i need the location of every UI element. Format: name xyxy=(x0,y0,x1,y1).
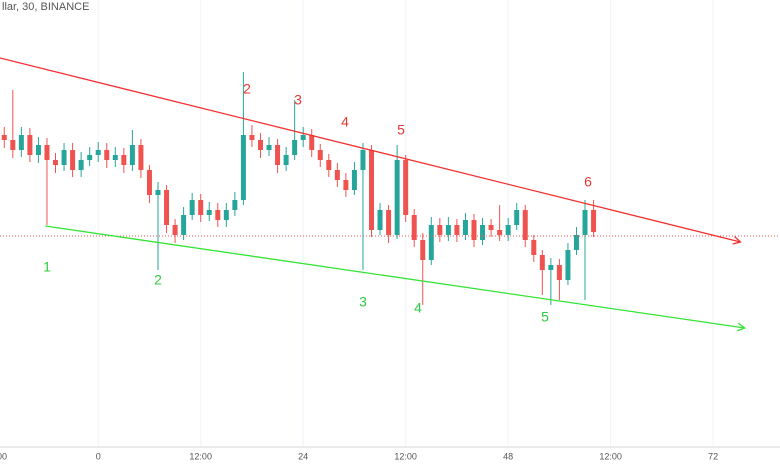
candle-body xyxy=(428,225,434,260)
candle-body xyxy=(514,210,520,225)
candle-body xyxy=(215,210,221,220)
trend-line xyxy=(45,225,745,329)
trend-line xyxy=(0,57,741,243)
candle-body xyxy=(309,135,315,150)
wave-label: 6 xyxy=(584,174,592,190)
candle-body xyxy=(591,210,597,232)
candle-body xyxy=(471,220,477,240)
candle-body xyxy=(112,155,118,160)
wave-label: 2 xyxy=(154,272,162,288)
candle-body xyxy=(70,150,76,170)
candle-body xyxy=(87,155,93,160)
candle-body xyxy=(539,255,545,270)
candle-body xyxy=(155,190,161,195)
wave-label: 3 xyxy=(294,92,302,108)
plot: 2 3 4 5 6 1 2 3 4 5 xyxy=(0,57,780,332)
candle-body xyxy=(232,200,238,210)
candle-body xyxy=(326,160,332,170)
candle-body xyxy=(445,225,451,235)
x-tick-label: 24 xyxy=(298,451,308,461)
grid xyxy=(97,0,714,447)
x-axis: 12:00 0 12:00 24 12:00 48 12:00 72 xyxy=(0,451,718,461)
candle-body xyxy=(283,155,289,165)
candle-body xyxy=(27,135,33,155)
candle-body xyxy=(377,210,383,230)
candle-body xyxy=(275,145,281,165)
candle-body xyxy=(403,160,409,215)
candle-body xyxy=(240,135,246,200)
candle-body xyxy=(497,230,503,235)
candle-body xyxy=(369,150,375,230)
candle-body xyxy=(548,265,554,270)
candle-body xyxy=(181,215,187,235)
candle-body xyxy=(104,150,110,160)
candle-body xyxy=(249,135,255,140)
candle-body xyxy=(1,135,7,140)
candle-body xyxy=(95,150,101,155)
candle-body xyxy=(360,150,366,170)
candle-body xyxy=(386,210,392,235)
wave-label: 5 xyxy=(397,122,405,138)
x-tick-label: 12:00 xyxy=(599,451,622,461)
x-tick-label: 72 xyxy=(708,451,718,461)
candle-body xyxy=(53,160,59,165)
trend-arrow xyxy=(732,236,742,245)
candle-body xyxy=(164,190,170,225)
x-axis-bar xyxy=(0,447,780,465)
candle-body xyxy=(454,225,460,235)
candle-body xyxy=(18,135,24,150)
candle-body xyxy=(462,220,468,235)
candle-body xyxy=(189,200,195,215)
wave-label: 1 xyxy=(43,259,51,275)
chart-title: llar, 30, BINANCE xyxy=(2,1,89,13)
candle-body xyxy=(565,250,571,280)
candle-body xyxy=(505,225,511,235)
wave-label: 2 xyxy=(243,81,251,97)
candle-body xyxy=(78,160,84,170)
wave-label: 4 xyxy=(414,300,422,316)
candle-body xyxy=(343,180,349,190)
x-tick-label: 12:00 xyxy=(0,451,7,461)
candle-body xyxy=(198,200,204,215)
candle-body xyxy=(573,235,579,250)
x-tick-label: 12:00 xyxy=(189,451,212,461)
candle-body xyxy=(257,140,263,150)
x-tick-label: 0 xyxy=(96,451,101,461)
candle-body xyxy=(206,210,212,215)
candle-body xyxy=(129,145,135,165)
wave-label: 4 xyxy=(341,114,349,130)
x-tick-label: 12:00 xyxy=(394,451,417,461)
candle-body xyxy=(146,170,152,195)
candle-body xyxy=(292,140,298,155)
candle-body xyxy=(317,150,323,160)
candle-body xyxy=(121,155,127,165)
candle-body xyxy=(44,145,50,160)
candle-body xyxy=(522,210,528,240)
candle-body xyxy=(35,145,41,155)
wave-label: 3 xyxy=(359,294,367,310)
candle-body xyxy=(411,215,417,240)
wave-label: 5 xyxy=(541,309,549,325)
candle-body xyxy=(480,225,486,240)
candle-body xyxy=(582,210,588,235)
candle-body xyxy=(351,170,357,190)
trend-arrow xyxy=(737,322,747,332)
candle-body xyxy=(334,170,340,180)
candle-body xyxy=(138,145,144,170)
candle-body xyxy=(10,140,16,150)
candle-body xyxy=(61,150,67,165)
candle-body xyxy=(488,225,494,230)
candle-body xyxy=(556,265,562,280)
candle-body xyxy=(172,225,178,235)
candle-body xyxy=(531,240,537,255)
candle-body xyxy=(420,240,426,260)
candle-body xyxy=(266,145,272,150)
candle-body xyxy=(223,210,229,220)
candle-body xyxy=(437,225,443,235)
x-tick-label: 48 xyxy=(503,451,513,461)
candle-body xyxy=(394,160,400,235)
candle-body xyxy=(300,135,306,140)
